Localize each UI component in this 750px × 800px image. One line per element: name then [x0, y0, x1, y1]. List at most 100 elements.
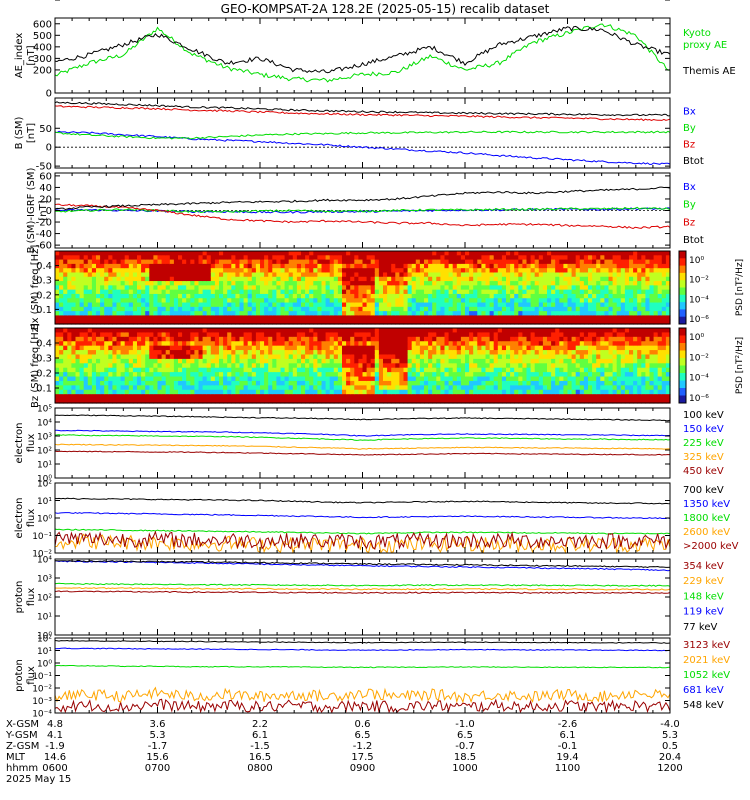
spectrogram-cell	[559, 372, 564, 378]
spectrogram-cell	[313, 328, 318, 334]
spectrogram-cell	[460, 332, 466, 338]
spectrogram-cell	[608, 251, 614, 256]
spectrogram-cell	[354, 358, 359, 364]
spectrogram-cell	[329, 293, 335, 299]
spectrogram-cell	[317, 354, 323, 360]
spectrogram-cell	[477, 367, 482, 373]
spectrogram-cell	[559, 315, 564, 321]
panel-5: 0.10.20.30.4Bz (SM) freq [Hz] 10⁰10⁻²10⁻⁴…	[30, 323, 745, 408]
spectrogram-cell	[436, 367, 441, 373]
spectrogram-cell	[206, 276, 212, 282]
spectrogram-cell	[272, 276, 277, 282]
spectrogram-cell	[547, 363, 552, 369]
spectrogram-cell	[337, 363, 343, 369]
spectrogram-cell	[411, 311, 417, 317]
spectrogram-cell	[317, 332, 323, 338]
spectrogram-cell	[514, 354, 519, 360]
spectrogram-cell	[506, 302, 511, 308]
spectrogram-cell	[629, 255, 634, 261]
spectrogram-cell	[243, 276, 249, 282]
spectrogram-cell	[506, 398, 511, 404]
spectrogram-cell	[120, 255, 126, 261]
spectrogram-cell	[141, 281, 146, 286]
spectrogram-cell	[55, 394, 60, 400]
spectrogram-cell	[288, 289, 294, 295]
spectrogram-cell	[173, 341, 179, 347]
spectrogram-cell	[186, 259, 191, 265]
spectrogram-cell	[137, 306, 142, 312]
spectrogram-cell	[317, 380, 323, 386]
spectrogram-cell	[547, 268, 552, 274]
spectrogram-cell	[534, 328, 540, 334]
spectrogram-cell	[399, 255, 405, 261]
spectrogram-cell	[395, 289, 400, 295]
spectrogram-cell	[485, 311, 491, 317]
spectrogram-cell	[444, 389, 450, 395]
legend-entry: Bx	[683, 182, 696, 193]
spectrogram-cell	[440, 289, 446, 295]
spectrogram-cell	[350, 358, 355, 364]
spectrogram-cell	[231, 358, 236, 364]
spectrogram-cell	[128, 389, 134, 395]
y-axis-label: AE_index	[14, 33, 25, 79]
spectrogram-cell	[149, 354, 154, 360]
spectrogram-cell	[506, 350, 511, 356]
spectrogram-cell	[288, 276, 294, 282]
spectrogram-cell	[387, 311, 392, 317]
spectrogram-cell	[321, 293, 327, 299]
spectrogram-cell	[190, 319, 195, 325]
spectrogram-cell	[600, 281, 605, 286]
spectrogram-cell	[637, 289, 642, 295]
spectrogram-cell	[235, 389, 241, 395]
spectrogram-cell	[649, 311, 655, 317]
spectrogram-cell	[276, 276, 282, 282]
spectrogram-cell	[346, 289, 351, 295]
spectrogram-cell	[157, 372, 163, 378]
spectrogram-cell	[91, 367, 97, 373]
spectrogram-cell	[63, 328, 68, 334]
spectrogram-cell	[280, 363, 286, 369]
spectrogram-cell	[169, 319, 175, 325]
spectrogram-cell	[325, 306, 331, 312]
spectrogram-cell	[608, 319, 614, 325]
spectrogram-cell	[67, 251, 72, 256]
spectrogram-cell	[460, 259, 466, 265]
spectrogram-cell	[350, 268, 355, 274]
spectrogram-cell	[272, 336, 277, 342]
spectrogram-cell	[448, 376, 454, 382]
spectrogram-cell	[255, 389, 261, 395]
spectrogram-cell	[374, 385, 380, 391]
spectrogram-cell	[161, 332, 167, 338]
spectrogram-cell	[620, 276, 626, 282]
spectrogram-cell	[141, 272, 146, 278]
spectrogram-cell	[214, 376, 220, 382]
spectrogram-cell	[354, 319, 359, 325]
spectrogram-cell	[624, 281, 630, 286]
spectrogram-cell	[329, 345, 335, 351]
spectrogram-cell	[165, 328, 171, 334]
spectrogram-cell	[190, 298, 195, 304]
spectrogram-cell	[551, 358, 556, 364]
spectrogram-cell	[612, 289, 618, 295]
spectrogram-cell	[87, 398, 93, 404]
spectrogram-cell	[313, 376, 318, 382]
spectrogram-cell	[493, 380, 499, 386]
spectrogram-cell	[128, 385, 134, 391]
spectrogram-cell	[83, 358, 89, 364]
spectrogram-cell	[149, 315, 154, 321]
spectrogram-cell	[374, 251, 380, 256]
spectrogram-cell	[268, 332, 273, 338]
spectrogram-cell	[108, 263, 113, 269]
spectrogram-cell	[288, 394, 294, 400]
spectrogram-cell	[178, 328, 183, 334]
spectrogram-cell	[424, 259, 429, 265]
spectrogram-cell	[522, 302, 528, 308]
spectrogram-cell	[301, 276, 306, 282]
spectrogram-cell	[223, 345, 228, 351]
spectrogram-cell	[542, 306, 548, 312]
spectrogram-cell	[190, 268, 195, 274]
spectrogram-cell	[624, 255, 630, 261]
spectrogram-cell	[296, 293, 302, 299]
spectrogram-cell	[231, 251, 236, 256]
spectrogram-cell	[608, 255, 614, 261]
